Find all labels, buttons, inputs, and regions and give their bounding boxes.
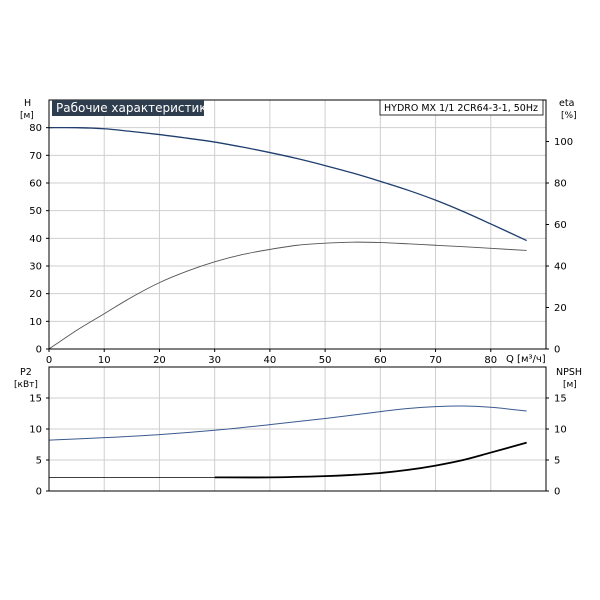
x-tick-label: 30 bbox=[208, 355, 221, 366]
model-label: HYDRO MX 1/1 2CR64-3-1, 50Hz bbox=[384, 103, 538, 114]
x-axis-label: Q [м³/ч] bbox=[506, 354, 546, 365]
top-panel-grid bbox=[49, 100, 546, 349]
y-left-tick-label: 0 bbox=[36, 345, 42, 356]
y-right-unit-top: [%] bbox=[561, 111, 577, 121]
y-left-tick-label: 30 bbox=[29, 262, 42, 273]
y-right-unit-bottom: [м] bbox=[563, 380, 577, 390]
x-tick-label: 0 bbox=[46, 355, 52, 366]
y-left-label-bottom: P2 bbox=[20, 367, 32, 378]
y-right-tick-label: 40 bbox=[554, 262, 567, 273]
efficiency-curve bbox=[48, 241, 527, 350]
bottom-panel-curves bbox=[48, 405, 527, 479]
bottom-y-left-tick-label: 15 bbox=[29, 394, 42, 405]
y-right-tick-label: 80 bbox=[554, 179, 567, 190]
model-label-box bbox=[379, 99, 544, 116]
bottom-y-right-tick-label: 0 bbox=[554, 487, 560, 498]
y-right-label-top: eta bbox=[559, 98, 574, 109]
y-right-tick-label: 20 bbox=[554, 303, 567, 314]
x-tick-label: 50 bbox=[319, 355, 332, 366]
top-panel-curves bbox=[48, 126, 527, 350]
npsh-curve bbox=[214, 441, 527, 479]
y-left-tick-label: 60 bbox=[29, 179, 42, 190]
y-left-label-top: H bbox=[24, 98, 31, 109]
y-left-tick-label: 50 bbox=[29, 206, 42, 217]
x-tick-label: 40 bbox=[264, 355, 277, 366]
bottom-y-left-tick-label: 10 bbox=[29, 425, 42, 436]
bottom-y-right-tick-label: 10 bbox=[554, 425, 567, 436]
y-right-label-bottom: NPSH bbox=[556, 367, 582, 378]
y-right-tick-label: 100 bbox=[554, 137, 573, 148]
chart-title: Рабочие характеристики bbox=[56, 101, 214, 115]
x-tick-label: 70 bbox=[429, 355, 442, 366]
top-panel-ticks: 0 10 20 30 40 50 60 70 80 0 10 20 30 40 50 60 70 80 0 20 40 6… bbox=[29, 123, 573, 366]
x-tick-label: 10 bbox=[98, 355, 111, 366]
chart-title-box bbox=[52, 100, 204, 116]
y-left-tick-label: 70 bbox=[29, 151, 42, 162]
x-tick-label: 20 bbox=[153, 355, 166, 366]
y-right-tick-label: 0 bbox=[554, 345, 560, 356]
y-left-tick-label: 80 bbox=[29, 123, 42, 134]
y-left-tick-label: 20 bbox=[29, 289, 42, 300]
bottom-y-left-tick-label: 0 bbox=[36, 487, 42, 498]
head-curve bbox=[48, 126, 527, 242]
y-left-tick-label: 40 bbox=[29, 234, 42, 245]
bottom-y-right-tick-label: 5 bbox=[554, 456, 560, 467]
y-left-tick-label: 10 bbox=[29, 317, 42, 328]
y-right-tick-label: 60 bbox=[554, 220, 567, 231]
bottom-y-right-tick-label: 15 bbox=[554, 394, 567, 405]
x-tick-label: 80 bbox=[484, 355, 497, 366]
y-left-unit-top: [м] bbox=[20, 111, 34, 121]
x-tick-label: 60 bbox=[374, 355, 387, 366]
y-left-unit-bottom: [кВт] bbox=[14, 380, 38, 390]
power-curve bbox=[48, 405, 527, 441]
bottom-panel-ticks: 0 5 10 15 0 5 10 15 bbox=[29, 394, 566, 498]
bottom-y-left-tick-label: 5 bbox=[36, 456, 42, 467]
